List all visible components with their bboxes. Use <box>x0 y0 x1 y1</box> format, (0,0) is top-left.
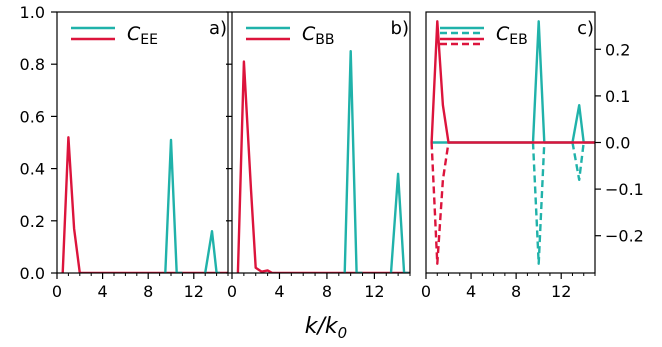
series-line-crimson-solid <box>236 60 410 273</box>
panel-2: 0 4 8 12 b) CBB <box>226 11 411 301</box>
x-tick-label: 4 <box>466 282 476 301</box>
panel-label: b) <box>391 18 409 39</box>
x-tick-label: 12 <box>364 282 384 301</box>
y-tick-label: 0.1 <box>605 87 630 106</box>
y-tick-label: 0.8 <box>20 55 45 74</box>
legend: CEE <box>71 23 158 48</box>
y-tick-label: 1.0 <box>20 3 45 22</box>
panel-3: 0 4 8 12 −0.2 −0.1 0.0 0.1 0.2 c) CEB <box>421 11 644 301</box>
x-tick-label: 8 <box>511 282 521 301</box>
x-tick-label: 4 <box>98 282 108 301</box>
x-tick-label: 4 <box>274 282 284 301</box>
legend-label: CEB <box>496 23 528 48</box>
x-tick-label: 12 <box>551 282 571 301</box>
x-tick-label: 8 <box>322 282 332 301</box>
legend-label: CEE <box>127 23 158 48</box>
y-tick-label: 0.4 <box>20 160 45 179</box>
series-line-teal-dashed <box>531 142 546 265</box>
y-tick-label: 0.6 <box>20 107 45 126</box>
series-line-teal-solid <box>164 138 183 273</box>
x-tick-label: 0 <box>52 282 62 301</box>
y-tick-label: −0.2 <box>605 227 644 246</box>
series-group <box>61 136 228 273</box>
series-line-crimson-dashed <box>430 142 450 265</box>
series-line-crimson-solid <box>61 136 228 273</box>
series-line-teal-solid <box>204 229 220 273</box>
y-tick-label: −0.1 <box>605 180 644 199</box>
y-tick-label: 0.2 <box>605 40 630 59</box>
series-line-crimson-solid <box>430 20 595 144</box>
x-tick-label: 0 <box>227 282 237 301</box>
x-axis-label: k/k0 <box>305 314 347 342</box>
series-group <box>430 20 595 265</box>
panel-label: c) <box>577 18 594 39</box>
panels: 0 4 8 12 0.0 0.2 0.4 0.6 0.8 1.0 a) CEE 0 4 8 12 b) CBB 0 4… <box>20 3 644 301</box>
y-tick-label: 0.2 <box>20 212 45 231</box>
y-tick-label: 0.0 <box>605 134 630 153</box>
legend: CBB <box>246 23 335 48</box>
x-tick-label: 12 <box>184 282 204 301</box>
x-tick-label: 0 <box>421 282 431 301</box>
y-tick-label: 0.0 <box>20 264 45 283</box>
series-group <box>236 50 410 273</box>
series-line-teal-solid <box>343 50 363 273</box>
panel-1: 0 4 8 12 0.0 0.2 0.4 0.6 0.8 1.0 a) CEE <box>20 3 229 301</box>
series-line-teal-dashed <box>571 142 585 182</box>
x-tick-label: 8 <box>143 282 153 301</box>
legend-label: CBB <box>302 23 335 48</box>
panel-label: a) <box>209 18 227 39</box>
axes-frame <box>56 11 229 274</box>
axes-frame <box>231 11 411 274</box>
legend: CEB <box>440 23 528 48</box>
series-line-teal-solid <box>389 172 409 273</box>
